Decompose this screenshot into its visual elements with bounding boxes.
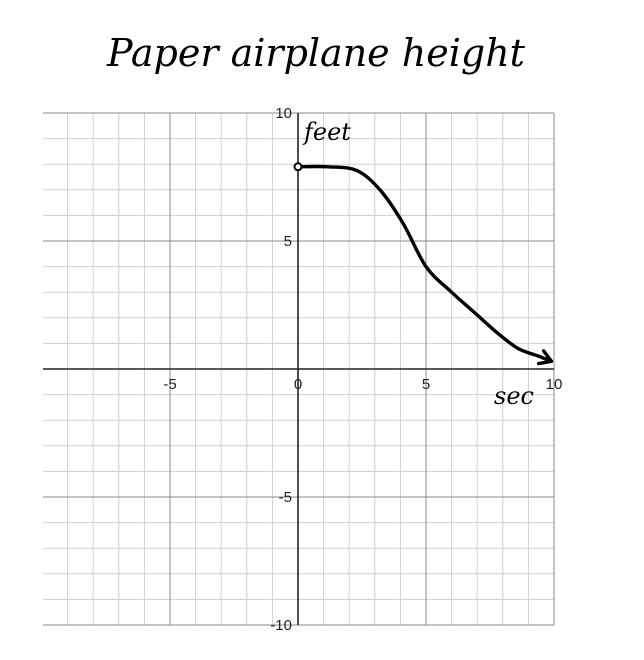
tick-labels: -5 0 5 10 10 5 -5 -10 (163, 105, 562, 634)
y-tick-label: 10 (275, 105, 292, 122)
series-group (293, 162, 554, 366)
x-axis-label: sec (494, 382, 534, 410)
start-point-marker (293, 162, 303, 172)
x-tick-label: 5 (422, 376, 430, 393)
y-tick-label: -10 (270, 617, 292, 634)
x-tick-label: 10 (546, 376, 563, 393)
curve-arrowhead (536, 349, 554, 366)
x-tick-label: -5 (163, 376, 176, 393)
y-tick-label: -5 (279, 489, 292, 506)
y-axis-label: feet (302, 118, 351, 146)
y-tick-label: 5 (284, 233, 292, 250)
chart-title: Paper airplane height (106, 31, 526, 75)
x-tick-label: 0 (294, 376, 302, 393)
height-curve (296, 164, 554, 364)
axes (43, 113, 554, 625)
